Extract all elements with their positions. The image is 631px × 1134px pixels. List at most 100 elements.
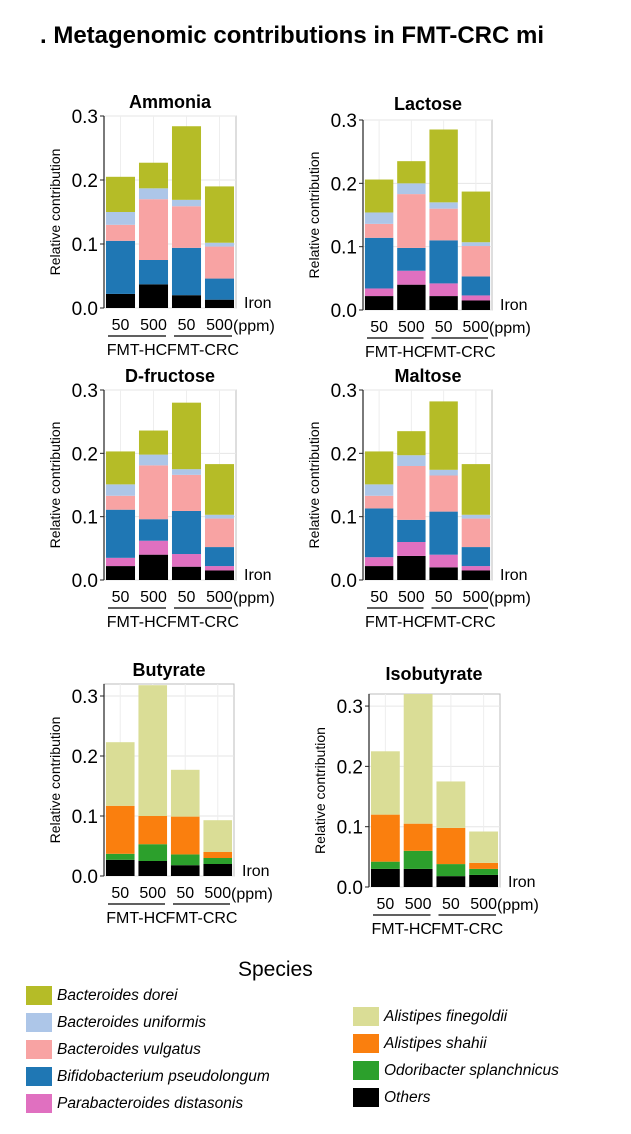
- bar-segment-parabacteroides-distasonis: [364, 557, 394, 567]
- bar-segment-bacteroides-dorei: [429, 129, 458, 203]
- bar-segment-others: [370, 868, 400, 887]
- bar-segment-alistipes-finegoldii: [436, 781, 466, 828]
- bar-segment-bacteroides-vulgatus: [105, 224, 136, 241]
- bar-segment-bacteroides-uniformis: [171, 469, 202, 475]
- bar-segment-alistipes-shahii: [469, 862, 499, 869]
- iron-label: Iron: [500, 297, 528, 314]
- bar-segment-odoribacter-splanchnicus: [203, 858, 233, 864]
- group-label: FMT-HC: [365, 614, 425, 631]
- bar-segment-bacteroides-dorei: [204, 186, 235, 243]
- bar-segment-bifidobacterium-pseudolongum: [138, 260, 169, 285]
- legend-label: Bacteroides uniformis: [57, 1013, 207, 1031]
- bar-segment-alistipes-shahii: [170, 816, 200, 855]
- legend-label: Others: [384, 1088, 431, 1106]
- bar-segment-alistipes-finegoldii: [370, 751, 400, 815]
- legend-swatch: [26, 1013, 52, 1032]
- bar-segment-alistipes-finegoldii: [105, 742, 135, 806]
- legend-swatch: [26, 986, 52, 1005]
- y-tick-label: 0.3: [72, 687, 98, 708]
- bar-segment-parabacteroides-distasonis: [429, 554, 458, 568]
- bar-segment-others: [171, 566, 202, 580]
- bar-segment-odoribacter-splanchnicus: [170, 854, 200, 866]
- bar-segment-odoribacter-splanchnicus: [403, 850, 433, 869]
- dose-label: 500: [463, 589, 490, 606]
- bar-segment-bacteroides-vulgatus: [397, 466, 426, 520]
- bar-segment-bifidobacterium-pseudolongum: [171, 247, 202, 296]
- y-tick-label: 0.2: [72, 171, 98, 192]
- bar-segment-others: [105, 293, 136, 308]
- bar-segment-bifidobacterium-pseudolongum: [429, 240, 458, 284]
- y-tick-label: 0.0: [72, 571, 98, 592]
- y-tick-label: 0.1: [72, 508, 98, 529]
- bar-segment-bifidobacterium-pseudolongum: [461, 276, 491, 296]
- bar-segment-bifidobacterium-pseudolongum: [429, 511, 458, 555]
- legend-label: Alistipes shahii: [384, 1034, 487, 1052]
- dose-label: 50: [112, 317, 130, 334]
- bar-segment-bacteroides-uniformis: [138, 454, 169, 466]
- y-tick-label: 0.2: [72, 747, 98, 768]
- legend-item: Bifidobacterium pseudolongum: [26, 1067, 270, 1086]
- dose-label: 50: [176, 885, 194, 902]
- bar-segment-odoribacter-splanchnicus: [105, 853, 135, 860]
- bar-segment-alistipes-finegoldii: [403, 694, 433, 824]
- dose-label: 500: [206, 317, 233, 334]
- bar-segment-bacteroides-dorei: [429, 401, 458, 470]
- bar-segment-bacteroides-uniformis: [461, 514, 491, 519]
- group-label: FMT-CRC: [431, 921, 503, 938]
- legend-item: Alistipes shahii: [353, 1034, 487, 1053]
- bar-segment-others: [204, 299, 235, 308]
- dose-label: 50: [112, 589, 130, 606]
- y-axis-label: Relative contribution: [312, 727, 328, 854]
- ppm-label: (ppm): [231, 886, 273, 903]
- bar-segment-bacteroides-vulgatus: [204, 518, 235, 548]
- chart-title: Lactose: [394, 94, 462, 114]
- legend-swatch: [26, 1040, 52, 1059]
- iron-label: Iron: [244, 295, 272, 312]
- bar-segment-bacteroides-uniformis: [204, 514, 235, 519]
- y-tick-label: 0.3: [72, 107, 98, 128]
- title-text: Metagenomic contributions in FMT-CRC mi: [53, 22, 545, 49]
- bar-segment-bacteroides-vulgatus: [171, 206, 202, 248]
- bar-segment-others: [429, 296, 458, 310]
- bar-segment-others: [105, 566, 136, 580]
- dose-label: 50: [111, 885, 129, 902]
- group-label: FMT-HC: [365, 344, 425, 361]
- bar-segment-bacteroides-dorei: [138, 430, 169, 455]
- group-label: FMT-CRC: [166, 910, 238, 927]
- bar-segment-bacteroides-vulgatus: [429, 208, 458, 241]
- y-tick-label: 0.0: [331, 571, 357, 592]
- bar-segment-others: [138, 554, 169, 580]
- bar-segment-bacteroides-vulgatus: [171, 474, 202, 511]
- dose-label: 50: [376, 896, 394, 913]
- dose-label: 500: [206, 589, 233, 606]
- bar-segment-bifidobacterium-pseudolongum: [138, 519, 169, 541]
- dose-label: 50: [435, 319, 453, 336]
- dose-label: 500: [398, 319, 425, 336]
- bar-segment-bacteroides-dorei: [105, 176, 136, 212]
- legend-item: Bacteroides vulgatus: [26, 1040, 201, 1059]
- bar-segment-bacteroides-dorei: [364, 451, 394, 485]
- dose-label: 50: [370, 319, 388, 336]
- dose-label: 500: [204, 885, 231, 902]
- bar-segment-bifidobacterium-pseudolongum: [397, 519, 426, 542]
- bar-segment-bacteroides-vulgatus: [138, 199, 169, 260]
- bar-segment-bacteroides-uniformis: [461, 242, 491, 247]
- bar-segment-others: [397, 284, 426, 310]
- chart-title: Isobutyrate: [385, 664, 482, 684]
- y-axis-label: Relative contribution: [306, 152, 322, 279]
- group-label: FMT-CRC: [424, 344, 496, 361]
- y-tick-label: 0.3: [72, 381, 98, 402]
- bar-segment-bacteroides-uniformis: [138, 188, 169, 200]
- legend-swatch: [26, 1094, 52, 1113]
- group-label: FMT-HC: [106, 910, 166, 927]
- bar-segment-alistipes-shahii: [203, 852, 233, 858]
- bar-segment-bacteroides-uniformis: [397, 183, 426, 195]
- bar-segment-bifidobacterium-pseudolongum: [204, 278, 235, 300]
- bar-segment-others: [203, 864, 233, 876]
- group-label: FMT-CRC: [167, 342, 239, 359]
- y-tick-label: 0.1: [331, 508, 357, 529]
- bar-segment-bacteroides-vulgatus: [397, 194, 426, 248]
- bar-segment-alistipes-finegoldii: [203, 820, 233, 852]
- y-tick-label: 0.2: [331, 174, 357, 195]
- group-label: FMT-CRC: [424, 614, 496, 631]
